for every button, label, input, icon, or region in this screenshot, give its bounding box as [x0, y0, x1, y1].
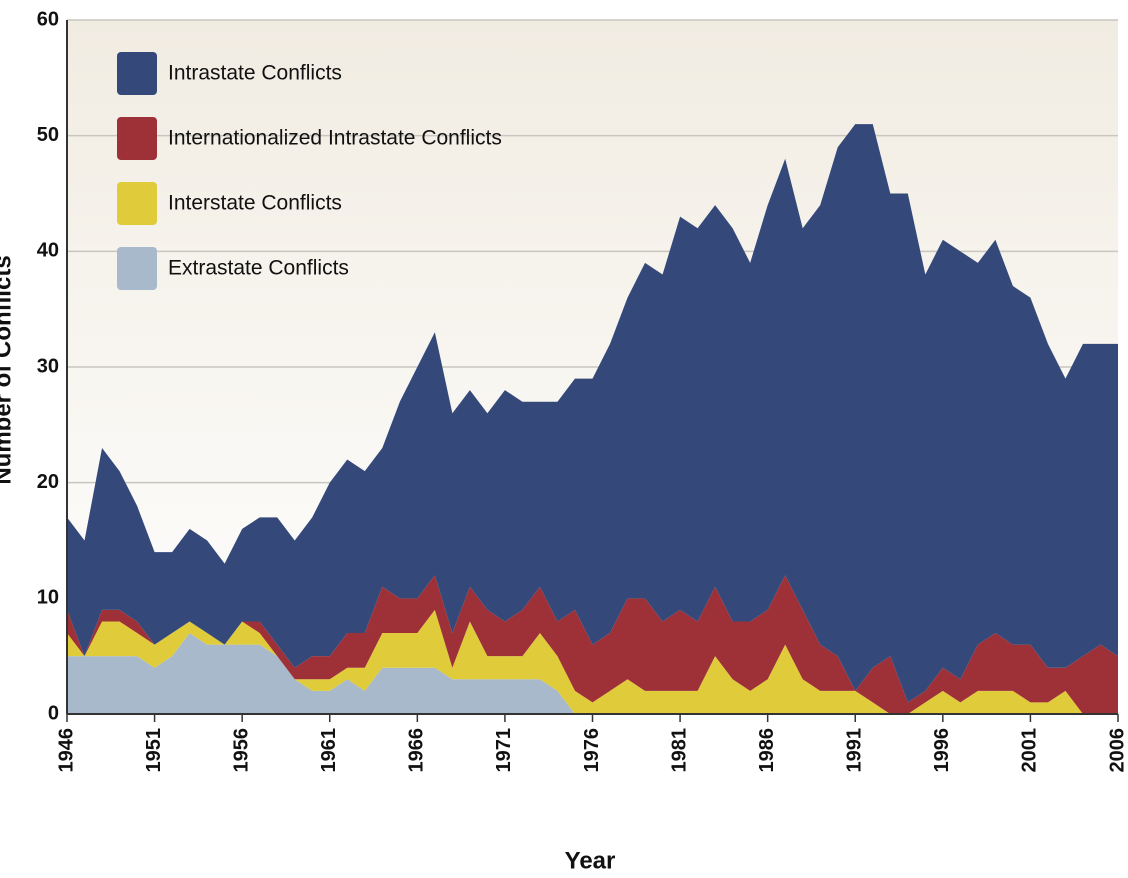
- x-axis-label: Year: [565, 847, 616, 874]
- legend-swatch: [117, 247, 157, 290]
- y-tick-label: 40: [37, 240, 59, 262]
- x-tick-label: 2001: [1019, 728, 1041, 773]
- y-tick-label: 50: [37, 124, 59, 146]
- x-tick-label: 2006: [1106, 728, 1128, 773]
- legend-swatch: [117, 52, 157, 95]
- y-tick-label: 0: [48, 702, 59, 724]
- x-tick-label: 1966: [406, 728, 428, 773]
- x-tick-label: 1951: [143, 728, 165, 773]
- legend-swatch: [117, 117, 157, 160]
- area: [67, 124, 1118, 703]
- y-tick-label: 10: [37, 587, 59, 609]
- legend-label: Extrastate Conflicts: [168, 257, 349, 280]
- legend-swatch: [117, 182, 157, 225]
- legend-label: Intrastate Conflicts: [168, 62, 342, 85]
- x-tick-label: 1956: [230, 728, 252, 773]
- x-tick-label: 1971: [493, 728, 515, 773]
- x-tick-label: 1996: [931, 728, 953, 773]
- x-tick-label: 1991: [844, 728, 866, 773]
- area: [67, 633, 1118, 714]
- y-tick-label: 30: [37, 355, 59, 377]
- y-tick-label: 60: [37, 8, 59, 30]
- legend-label: Interstate Conflicts: [168, 192, 342, 215]
- x-tick-label: 1961: [318, 728, 340, 773]
- x-tick-label: 1986: [756, 728, 778, 773]
- area: [67, 609, 1118, 714]
- x-tick-label: 1946: [55, 728, 77, 773]
- y-axis-label: Number of Conflicts: [0, 255, 16, 484]
- legend-label: Internationalized Intrastate Conflicts: [168, 127, 502, 150]
- x-tick-label: 1981: [668, 728, 690, 773]
- x-tick-label: 1976: [581, 728, 603, 773]
- y-tick-label: 20: [37, 471, 59, 493]
